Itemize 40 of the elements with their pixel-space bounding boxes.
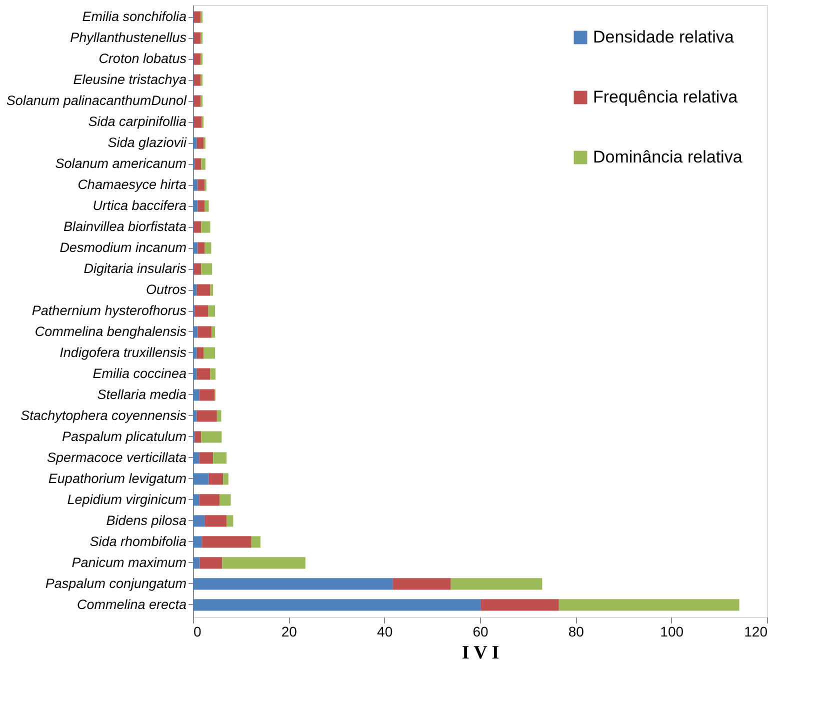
y-tick-label: Eleusine tristachya	[73, 72, 187, 88]
y-tick-label: Solanum americanum	[55, 156, 186, 172]
y-tick-label: Emilia coccinea	[92, 366, 187, 381]
y-tick-label: Solanum palinacanthumDunol	[6, 93, 188, 108]
y-tick-label: Paspalum conjungatum	[45, 576, 186, 591]
y-tick-label: Commelina erecta	[76, 596, 187, 612]
y-tick-label: Panicum maximum	[72, 554, 186, 570]
y-tick-label: Phyllanthustenellus	[70, 30, 187, 46]
legend-label: Densidade relativa	[593, 28, 734, 46]
y-tick-label: Sida rhombifolia	[90, 534, 187, 549]
y-tick-label: Chamaesyce hirta	[78, 177, 187, 192]
y-tick-label: Outros	[146, 282, 187, 298]
x-tick-label: 0	[194, 624, 202, 640]
y-tick-label: Sida glaziovii	[108, 135, 188, 150]
x-tick-label: 100	[660, 624, 684, 640]
y-tick-label: Indigofera truxillensis	[60, 344, 187, 360]
legend-label: Frequência relativa	[593, 88, 738, 106]
y-tick-label: Desmodium incanum	[60, 240, 186, 256]
y-tick-label: Commelina benghalensis	[34, 324, 187, 339]
y-tick-label: Paspalum plicatulum	[62, 428, 186, 444]
x-tick-label: 120	[744, 624, 768, 640]
y-tick-label: Spermacoce verticillata	[46, 450, 187, 465]
y-tick-label: Bidens pilosa	[106, 512, 187, 528]
x-tick-label: 60	[472, 624, 488, 640]
y-tick-label: Digitaria insularis	[84, 261, 187, 276]
y-tick-label: Emilia sonchifolia	[82, 9, 187, 24]
x-axis-title: I V I	[462, 642, 500, 664]
x-tick-label: 40	[377, 624, 393, 640]
y-tick-label: Lepidium virginicum	[67, 492, 186, 507]
y-tick-label: Pathernium hysterofhorus	[32, 303, 187, 318]
y-tick-label: Urtica baccifera	[92, 198, 187, 214]
y-tick-label: Blainvillea biorfistata	[63, 219, 187, 234]
y-tick-label: Stachytophera coyennensis	[20, 408, 187, 423]
y-tick-label: Croton lobatus	[98, 51, 187, 66]
y-tick-label: Stellaria media	[97, 386, 187, 402]
x-tick-label: 20	[281, 624, 298, 640]
legend-label: Dominância relativa	[593, 148, 743, 166]
x-tick-label: 80	[568, 624, 584, 640]
y-tick-label: Eupathorium levigatum	[48, 470, 186, 486]
y-tick-label: Sida carpinifollia	[88, 114, 187, 130]
